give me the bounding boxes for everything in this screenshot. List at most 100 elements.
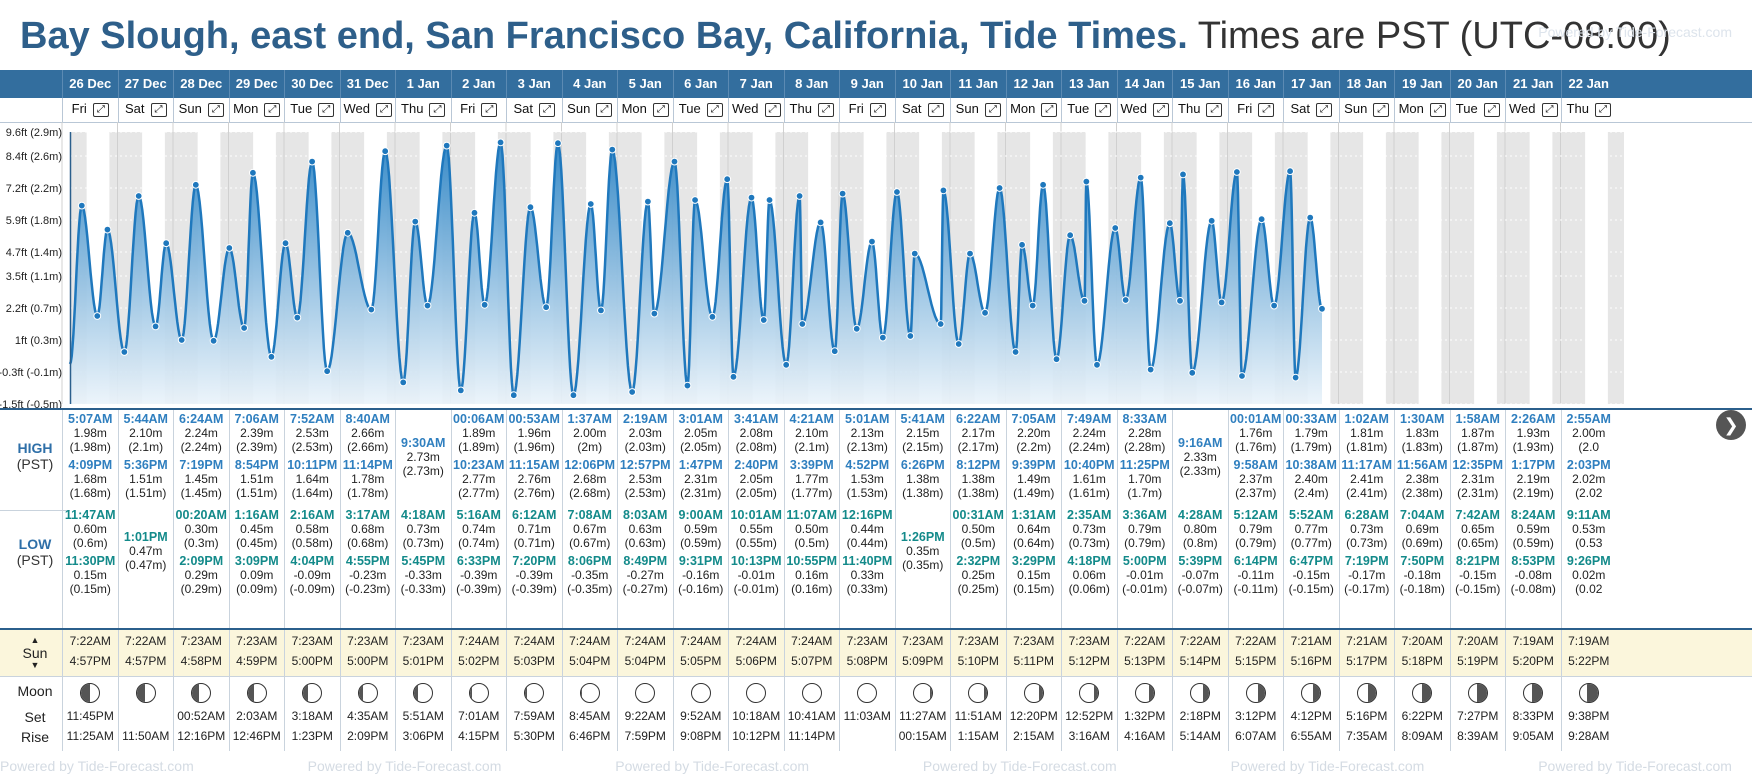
expand-icon[interactable]: ⤢ bbox=[1541, 102, 1558, 117]
low-tide-time: 00:31AM bbox=[952, 508, 1004, 522]
sun-times-cell: 7:24AM 5:04PM bbox=[617, 630, 673, 676]
tide-extreme-point bbox=[708, 312, 717, 321]
tide-extreme-point bbox=[1082, 177, 1091, 186]
high-tide-height: 2.66m bbox=[351, 426, 385, 440]
moon-cell: 12:20PM 2:15AM bbox=[1005, 675, 1062, 751]
high-tide-time: 9:16AM bbox=[1178, 436, 1223, 450]
tide-extreme-point bbox=[569, 391, 578, 400]
high-tide-entry: 9:39PM 1.49m (1.49m) bbox=[1007, 458, 1062, 500]
high-tide-height-alt: (2.73m) bbox=[402, 464, 444, 478]
expand-icon[interactable]: ⤢ bbox=[429, 102, 446, 117]
low-tide-height-alt: (0.8m) bbox=[1182, 536, 1218, 550]
expand-icon[interactable]: ⤢ bbox=[207, 102, 224, 117]
expand-icon[interactable]: ⤢ bbox=[927, 102, 944, 117]
high-tide-entry: 00:53AM 1.96m (1.96m) bbox=[507, 412, 562, 454]
sun-label: Sun bbox=[22, 645, 48, 661]
expand-icon[interactable]: ⤢ bbox=[92, 102, 109, 117]
low-tide-height: 0.79m bbox=[1239, 522, 1273, 536]
high-tide-time: 7:49AM bbox=[1067, 412, 1112, 426]
high-tide-entry: 10:38AM 2.40m (2.4m) bbox=[1284, 458, 1339, 500]
expand-icon[interactable]: ⤢ bbox=[539, 102, 555, 117]
expand-icon[interactable]: ⤢ bbox=[1206, 102, 1223, 117]
high-tide-entry: 8:33AM 2.28m (2.28m) bbox=[1118, 412, 1173, 454]
low-tide-entry: 3:36AM 0.79m (0.79m) bbox=[1118, 508, 1173, 550]
expand-icon[interactable]: ⤢ bbox=[376, 102, 392, 117]
moon-cell: 11:03AM bbox=[839, 675, 895, 751]
high-tide-height-alt: (1.81m) bbox=[1346, 440, 1388, 454]
low-tz-label: (PST) bbox=[16, 552, 54, 568]
moon-phase-icon bbox=[524, 683, 545, 703]
low-tide-entry: 2:16AM 0.58m (0.58m) bbox=[285, 508, 340, 550]
next-arrow-button[interactable]: ❯ bbox=[1716, 410, 1746, 440]
low-tide-entry: 8:49PM -0.27m (-0.27m) bbox=[618, 554, 673, 596]
weekday-cell: Sat ⤢ bbox=[506, 98, 562, 122]
high-tide-height-alt: (1.53m) bbox=[846, 486, 888, 500]
expand-icon[interactable]: ⤢ bbox=[1153, 102, 1169, 117]
low-tide-time: 1:01PM bbox=[123, 530, 168, 544]
expand-icon[interactable]: ⤢ bbox=[1258, 102, 1275, 117]
high-tide-height: 1.96m bbox=[517, 426, 551, 440]
low-tide-entry: 7:08AM 0.67m (0.67m) bbox=[563, 508, 618, 550]
low-tide-entry: 7:42AM 0.65m (0.65m) bbox=[1451, 508, 1506, 550]
tide-extreme-point bbox=[411, 217, 420, 226]
low-tide-time: 9:31PM bbox=[678, 554, 723, 568]
low-tide-height-alt: (0.16m) bbox=[791, 582, 833, 596]
moon-cell: 11:45PM 11:25AM bbox=[62, 675, 118, 751]
expand-icon[interactable]: ⤢ bbox=[869, 102, 886, 117]
expand-icon[interactable]: ⤢ bbox=[1041, 102, 1058, 117]
tide-extreme-point bbox=[1111, 224, 1120, 232]
expand-icon[interactable]: ⤢ bbox=[817, 102, 834, 117]
expand-icon[interactable]: ⤢ bbox=[481, 102, 498, 117]
low-tide-height-alt: (-0.15m) bbox=[1288, 582, 1334, 596]
tide-extreme-point bbox=[683, 381, 692, 390]
moonrise-time: 8:09AM bbox=[1401, 729, 1443, 743]
high-tide-height: 1.87m bbox=[1461, 426, 1495, 440]
high-tide-height: 2.53m bbox=[628, 472, 662, 486]
low-tide-height-alt: (0.77m) bbox=[1290, 536, 1332, 550]
moon-shadow bbox=[1203, 684, 1210, 702]
date-header-cell: 3 Jan bbox=[506, 70, 562, 98]
moonset-time: 8:33PM bbox=[1512, 709, 1554, 723]
low-tide-time: 11:07AM bbox=[786, 508, 838, 522]
expand-icon[interactable]: ⤢ bbox=[596, 102, 613, 117]
night-band bbox=[1402, 132, 1419, 404]
sunrise-time: 7:24AM bbox=[513, 634, 555, 648]
high-tide-time: 7:19PM bbox=[179, 458, 224, 472]
high-tide-height-alt: (2.28m) bbox=[1124, 440, 1166, 454]
expand-icon[interactable]: ⤢ bbox=[984, 102, 1001, 117]
expand-icon[interactable]: ⤢ bbox=[1373, 102, 1390, 117]
expand-icon[interactable]: ⤢ bbox=[264, 102, 281, 117]
moon-shadow bbox=[1148, 684, 1154, 702]
weekday-label: Fri bbox=[460, 101, 476, 116]
expand-icon[interactable]: ⤢ bbox=[1095, 102, 1112, 117]
low-tide-height-alt: (0.53 bbox=[1575, 536, 1603, 550]
expand-icon[interactable]: ⤢ bbox=[764, 102, 781, 117]
expand-icon[interactable]: ⤢ bbox=[150, 102, 167, 117]
high-tide-time: 12:57PM bbox=[619, 458, 671, 472]
low-tide-height: 0.09m bbox=[240, 568, 274, 582]
high-tide-entry: 4:09PM 1.68m (1.68m) bbox=[63, 458, 118, 500]
moon-shadow bbox=[1039, 684, 1043, 702]
expand-icon[interactable]: ⤢ bbox=[652, 102, 669, 117]
high-tide-entry: 12:57PM 2.53m (2.53m) bbox=[618, 458, 673, 500]
low-tide-height: 0.77m bbox=[1294, 522, 1328, 536]
moonset-time: 2:03AM bbox=[236, 709, 278, 723]
moon-label: Moon bbox=[17, 683, 53, 699]
high-tide-height: 1.53m bbox=[850, 472, 884, 486]
expand-icon[interactable]: ⤢ bbox=[1594, 102, 1611, 117]
expand-icon[interactable]: ⤢ bbox=[1429, 102, 1446, 117]
sun-times-cell: 7:24AM 5:02PM bbox=[450, 630, 507, 676]
tide-extreme-point bbox=[691, 196, 699, 204]
moon-cell: 11:51AM 1:15AM bbox=[950, 675, 1006, 751]
high-tide-height-alt: (2.38m) bbox=[1401, 486, 1443, 500]
high-tide-time: 10:38AM bbox=[1285, 458, 1337, 472]
expand-icon[interactable]: ⤢ bbox=[706, 102, 723, 117]
expand-icon[interactable]: ⤢ bbox=[1483, 102, 1500, 117]
footer-watermark-text: Powered by Tide-Forecast.com bbox=[0, 758, 194, 774]
expand-icon[interactable]: ⤢ bbox=[1316, 102, 1332, 117]
moon-cell: 6:22PM 8:09AM bbox=[1394, 675, 1450, 751]
tide-extreme-point bbox=[308, 157, 317, 166]
low-tide-entry: 5:39PM -0.07m (-0.07m) bbox=[1173, 554, 1228, 596]
expand-icon[interactable]: ⤢ bbox=[318, 102, 335, 117]
tide-extreme-point bbox=[1121, 296, 1130, 304]
